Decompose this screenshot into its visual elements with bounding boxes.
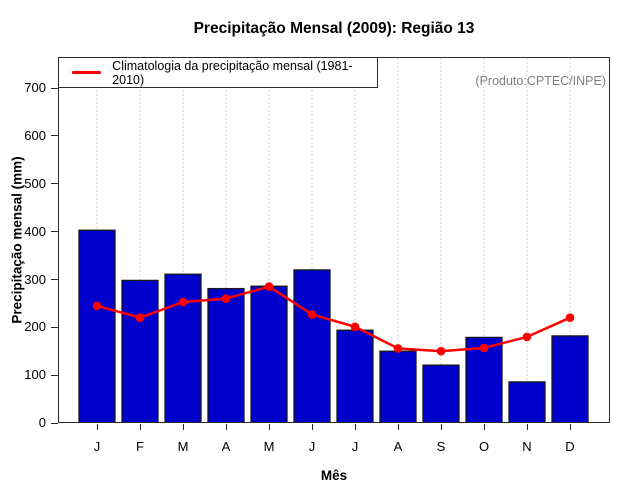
bar-S8 xyxy=(422,364,460,423)
y-tick-300 xyxy=(51,279,58,280)
climatology-point-F1 xyxy=(135,313,145,323)
bar-N10 xyxy=(508,381,546,423)
climatology-point-A3 xyxy=(221,294,231,303)
x-tick-label-J0: J xyxy=(93,439,101,454)
x-tick-label-M2: M xyxy=(177,439,189,454)
bar-J6 xyxy=(336,329,374,423)
x-tick-label-A7: A xyxy=(393,439,403,454)
x-tick-label-J6: J xyxy=(351,439,359,454)
x-tick-M4 xyxy=(269,424,270,430)
x-tick-label-F1: F xyxy=(136,439,144,454)
bar-A3 xyxy=(207,287,245,423)
x-axis-title: Mês xyxy=(320,468,348,483)
y-tick-700 xyxy=(51,87,58,89)
x-tick-A7 xyxy=(398,424,399,430)
x-tick-O9 xyxy=(484,424,485,430)
bar-A7 xyxy=(379,350,417,423)
climatology-point-J6 xyxy=(350,322,360,332)
y-tick-label-700: 700 xyxy=(24,80,46,96)
x-tick-J5 xyxy=(312,424,313,430)
source-note: (Produto:CPTEC/INPE) xyxy=(475,74,606,88)
climatology-point-J5 xyxy=(307,310,317,319)
legend-label: Climatologia da precipitação mensal (198… xyxy=(112,58,353,87)
climatology-line xyxy=(96,285,571,353)
bar-M2 xyxy=(164,273,202,423)
y-tick-0 xyxy=(51,422,58,424)
climatology-point-M4 xyxy=(264,282,274,291)
x-tick-label-D11: D xyxy=(565,439,575,454)
x-tick-J6 xyxy=(355,424,356,430)
chart-title: Precipitação Mensal (2009): Região 13 xyxy=(193,20,475,37)
legend-line-swatch xyxy=(72,71,102,74)
bar-J5 xyxy=(293,269,331,423)
y-tick-label-100: 100 xyxy=(24,367,46,383)
bar-D11 xyxy=(551,335,589,423)
climatology-point-O9 xyxy=(479,343,489,353)
x-tick-J0 xyxy=(97,424,98,430)
bar-J0 xyxy=(78,229,116,423)
y-tick-label-400: 400 xyxy=(24,223,46,239)
x-tick-N10 xyxy=(527,424,528,430)
x-tick-label-S8: S xyxy=(436,439,446,454)
y-tick-label-0: 0 xyxy=(38,415,46,430)
bar-F1 xyxy=(121,279,159,423)
x-tick-label-A3: A xyxy=(221,439,231,454)
climatology-point-J0 xyxy=(92,301,102,311)
y-tick-200 xyxy=(51,326,58,328)
x-tick-label-O9: O xyxy=(478,439,490,454)
climatology-point-D11 xyxy=(565,313,575,323)
x-tick-D11 xyxy=(570,424,571,430)
y-tick-100 xyxy=(51,374,58,376)
y-tick-label-500: 500 xyxy=(24,175,46,191)
x-tick-label-J5: J xyxy=(308,439,316,454)
legend-box: Climatologia da precipitação mensal (198… xyxy=(58,57,378,88)
y-tick-400 xyxy=(51,231,58,233)
plot-area xyxy=(58,57,610,423)
climatology-point-A7 xyxy=(393,344,403,353)
x-tick-label-M4: M xyxy=(263,439,275,454)
x-tick-M2 xyxy=(183,424,184,430)
climatology-point-M2 xyxy=(178,297,188,307)
x-tick-F1 xyxy=(140,424,141,430)
y-tick-label-300: 300 xyxy=(24,271,46,287)
y-axis-title: Precipitação mensal (mm) xyxy=(9,156,25,324)
x-tick-label-N10: N xyxy=(522,439,532,454)
x-tick-S8 xyxy=(441,424,442,430)
y-tick-600 xyxy=(51,135,58,137)
y-tick-label-200: 200 xyxy=(24,319,46,335)
climatology-point-S8 xyxy=(436,346,446,356)
climatology-point-N10 xyxy=(522,332,532,342)
y-tick-500 xyxy=(51,183,58,185)
y-tick-label-600: 600 xyxy=(24,127,46,143)
bar-M4 xyxy=(250,285,288,423)
x-tick-A3 xyxy=(226,424,227,430)
